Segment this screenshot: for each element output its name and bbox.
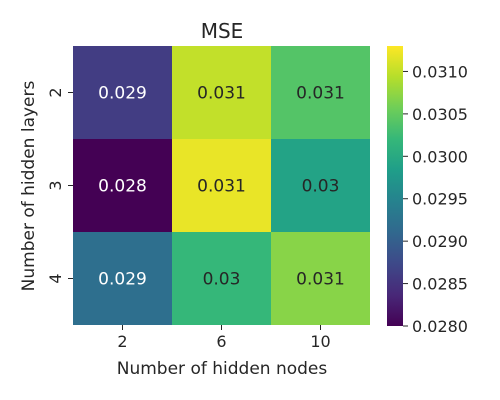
colorbar-tick-label: 0.0280 (412, 317, 468, 336)
cell-value-label: 0.031 (197, 84, 246, 104)
cell-value-label: 0.028 (98, 177, 147, 197)
heatmap-cell (271, 46, 370, 139)
heatmap-cell (73, 232, 172, 325)
colorbar (387, 46, 403, 326)
colorbar-tick-label: 0.0300 (412, 147, 468, 166)
cell-value-label: 0.03 (203, 270, 241, 290)
x-tick-label: 2 (117, 332, 127, 351)
heatmap-cell (73, 139, 172, 232)
heatmap-cells: 0.029 0.031 0.031 0.028 0.031 0.03 0.029 0.03 0.… (73, 46, 370, 325)
colorbar-tick-label: 0.0305 (412, 105, 468, 124)
chart-title: MSE (201, 19, 244, 43)
heatmap-cell (172, 139, 271, 232)
cell-value-label: 0.029 (98, 270, 147, 290)
y-axis-title: Number of hidden layers (19, 81, 39, 292)
y-tick-label: 4 (46, 273, 65, 283)
heatmap-cell (172, 232, 271, 325)
x-tick-label: 10 (310, 332, 330, 351)
heatmap-cell (172, 46, 271, 139)
colorbar-tick-label: 0.0295 (412, 190, 468, 209)
heatmap-cell (73, 46, 172, 139)
heatmap-cell (271, 232, 370, 325)
y-axis-ticks: 2 3 4 (46, 87, 73, 284)
heatmap-cell (271, 139, 370, 232)
y-tick-label: 3 (46, 180, 65, 190)
cell-value-label: 0.029 (98, 84, 147, 104)
colorbar-tick-label: 0.0285 (412, 275, 468, 294)
cell-value-label: 0.031 (296, 270, 345, 290)
colorbar-ticks: 0.0280 0.0285 0.0290 0.0295 0.0300 0.0305 0.03… (403, 62, 468, 336)
x-tick-label: 6 (216, 332, 226, 351)
cell-value-label: 0.031 (296, 84, 345, 104)
colorbar-tick-label: 0.0310 (412, 62, 468, 81)
cell-value-label: 0.03 (302, 177, 340, 197)
x-axis-title: Number of hidden nodes (117, 359, 328, 379)
cell-value-label: 0.031 (197, 177, 246, 197)
x-axis-ticks: 2 6 10 (117, 325, 331, 351)
colorbar-tick-label: 0.0290 (412, 232, 468, 251)
y-tick-label: 2 (46, 87, 65, 97)
